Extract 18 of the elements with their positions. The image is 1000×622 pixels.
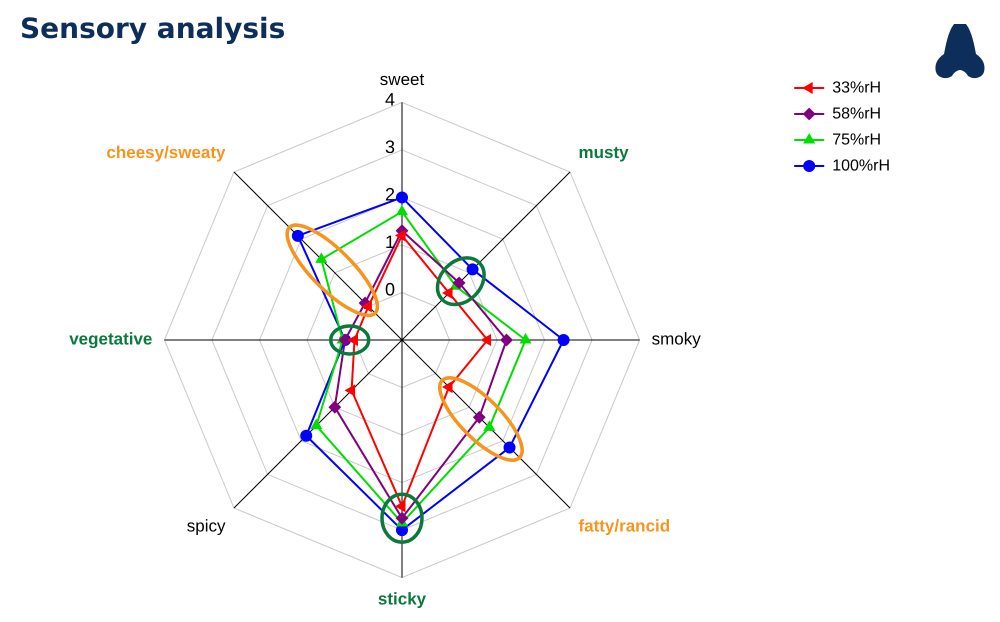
y-tick-label: 1 <box>384 232 395 252</box>
y-tick-label: 0 <box>384 279 395 300</box>
legend-label: 33%rH <box>832 79 882 96</box>
spoke-label: cheesy/sweaty <box>106 142 226 162</box>
chart-title: Sensory analysis <box>20 12 286 45</box>
spoke-label: vegetative <box>69 330 152 349</box>
spoke-label: sweet <box>380 70 424 89</box>
spoke-label: spicy <box>186 516 226 536</box>
legend-label: 75%rH <box>832 131 882 148</box>
spoke-label: smoky <box>652 330 702 349</box>
y-tick-label: 3 <box>384 136 395 157</box>
legend-label: 58%rH <box>832 105 882 122</box>
spoke-label: sticky <box>378 589 427 608</box>
y-tick-label: 2 <box>384 184 395 204</box>
legend-label: 100%rH <box>832 157 890 174</box>
y-tick-label: 4 <box>384 89 395 110</box>
spoke-label: fatty/rancid <box>578 516 670 536</box>
spoke-label: musty <box>578 142 630 162</box>
